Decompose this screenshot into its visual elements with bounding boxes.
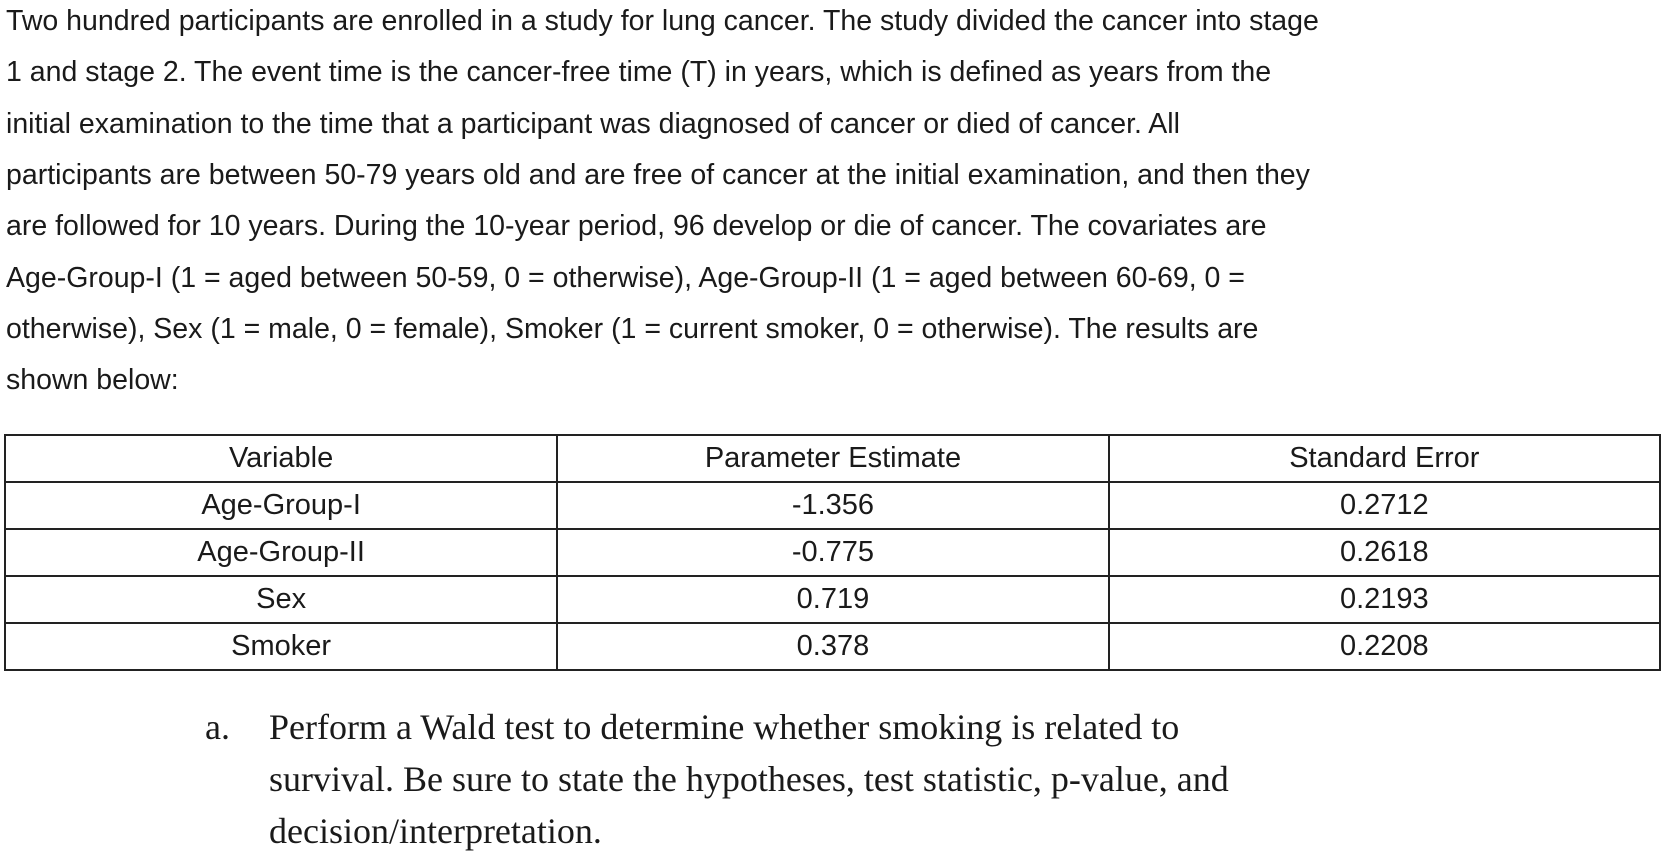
paragraph-line: Age-Group-I (1 = aged between 50-59, 0 =… bbox=[6, 261, 1245, 294]
paragraph-line: initial examination to the time that a p… bbox=[6, 107, 1180, 140]
question-line: Perform a Wald test to determine whether… bbox=[269, 707, 1180, 747]
table-cell: 0.2208 bbox=[1107, 622, 1662, 671]
header-cell: Parameter Estimate bbox=[556, 434, 1110, 483]
table-cell: -0.775 bbox=[556, 528, 1110, 577]
table-cell: 0.378 bbox=[556, 622, 1110, 671]
table-row: Smoker 0.378 0.2208 bbox=[3, 622, 1662, 671]
paragraph-line: are followed for 10 years. During the 10… bbox=[6, 210, 1267, 243]
table-cell: Smoker bbox=[3, 622, 559, 671]
paragraph-line: otherwise), Sex (1 = male, 0 = female), … bbox=[6, 312, 1259, 345]
table-cell: -1.356 bbox=[556, 481, 1110, 530]
table-row: Sex 0.719 0.2193 bbox=[3, 575, 1662, 624]
paragraph-line: participants are between 50-79 years old… bbox=[6, 158, 1310, 191]
table-cell: Age-Group-I bbox=[3, 481, 559, 530]
question-label: a. bbox=[205, 707, 230, 747]
table-row: Age-Group-II -0.775 0.2618 bbox=[3, 528, 1662, 577]
table-header: Variable Parameter Estimate Standard Error bbox=[3, 434, 1662, 483]
header-cell: Variable bbox=[3, 434, 559, 483]
table-cell: 0.2712 bbox=[1107, 481, 1662, 530]
question-line: decision/interpretation. bbox=[269, 811, 602, 851]
results-table: Variable Parameter Estimate Standard Error… bbox=[3, 434, 1662, 671]
table-cell: 0.719 bbox=[556, 575, 1110, 624]
paragraph-line: shown below: bbox=[6, 364, 179, 397]
table-cell: 0.2618 bbox=[1107, 528, 1662, 577]
table-cell: Sex bbox=[3, 575, 559, 624]
paragraph-line: Two hundred participants are enrolled in… bbox=[6, 5, 1319, 37]
header-cell: Standard Error bbox=[1107, 434, 1662, 483]
table-body: Age-Group-I -1.356 0.2712 Age-Group-II -0.77… bbox=[3, 481, 1662, 671]
table-row: Age-Group-I -1.356 0.2712 bbox=[3, 481, 1662, 530]
paragraph-line: 1 and stage 2. The event time is the can… bbox=[6, 56, 1272, 89]
table-cell: 0.2193 bbox=[1107, 575, 1662, 624]
table-cell: Age-Group-II bbox=[3, 528, 559, 577]
question-line: survival. Be sure to state the hypothese… bbox=[269, 759, 1229, 799]
